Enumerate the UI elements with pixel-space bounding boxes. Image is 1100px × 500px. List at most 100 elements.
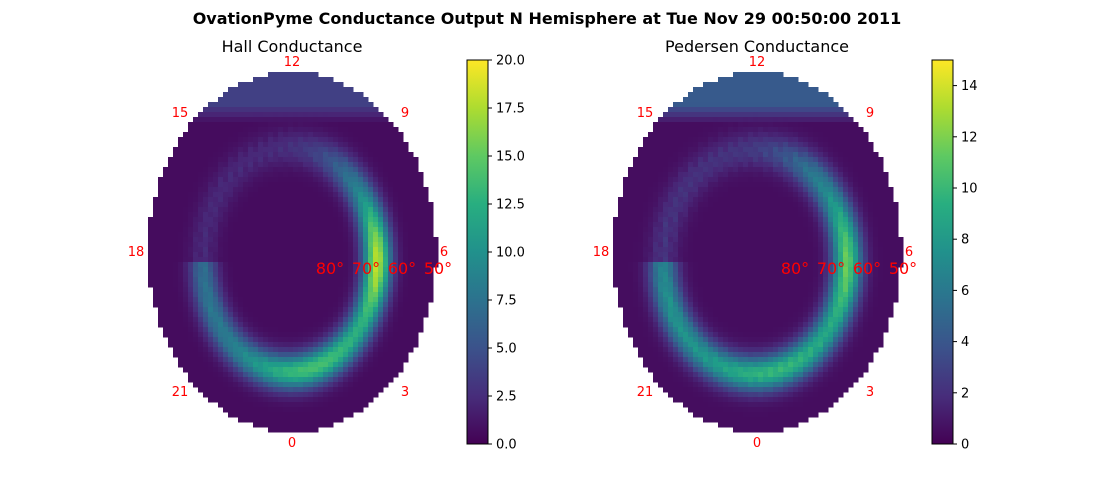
conductance-cell xyxy=(658,157,664,163)
conductance-cell xyxy=(273,257,279,263)
conductance-cell xyxy=(673,117,679,123)
conductance-cell xyxy=(318,402,324,408)
conductance-cell xyxy=(723,112,729,118)
conductance-cell xyxy=(273,187,279,193)
conductance-cell xyxy=(863,202,869,208)
conductance-cell xyxy=(218,207,224,213)
conductance-cell xyxy=(828,182,834,188)
conductance-cell xyxy=(228,122,234,128)
conductance-cell xyxy=(343,282,349,288)
conductance-cell xyxy=(348,242,354,248)
conductance-cell xyxy=(303,417,309,423)
conductance-cell xyxy=(183,327,189,333)
conductance-cell xyxy=(893,212,899,218)
conductance-cell xyxy=(748,227,754,233)
conductance-cell xyxy=(418,202,424,208)
conductance-cell xyxy=(703,192,709,198)
conductance-cell xyxy=(348,197,354,203)
conductance-cell xyxy=(243,182,249,188)
conductance-cell xyxy=(673,122,679,128)
conductance-cell xyxy=(753,127,759,133)
conductance-cell xyxy=(698,187,704,193)
conductance-cell xyxy=(278,217,284,223)
conductance-cell xyxy=(248,367,254,373)
conductance-cell xyxy=(758,197,764,203)
conductance-cell xyxy=(823,217,829,223)
conductance-cell xyxy=(293,122,299,128)
conductance-cell xyxy=(188,127,194,133)
conductance-cell xyxy=(313,202,319,208)
conductance-cell xyxy=(713,92,719,98)
conductance-cell xyxy=(378,207,384,213)
conductance-cell xyxy=(173,182,179,188)
conductance-cell xyxy=(828,127,834,133)
conductance-cell xyxy=(278,222,284,228)
conductance-cell xyxy=(338,387,344,393)
conductance-cell xyxy=(378,317,384,323)
conductance-cell xyxy=(288,332,294,338)
conductance-cell xyxy=(623,212,629,218)
conductance-cell xyxy=(318,77,324,83)
conductance-cell xyxy=(753,212,759,218)
conductance-cell xyxy=(798,182,804,188)
conductance-cell xyxy=(193,367,199,373)
conductance-cell xyxy=(248,152,254,158)
conductance-cell xyxy=(323,137,329,143)
conductance-cell xyxy=(183,262,189,268)
conductance-cell xyxy=(708,142,714,148)
conductance-cell xyxy=(258,122,264,128)
conductance-cell xyxy=(688,242,694,248)
conductance-cell xyxy=(308,82,314,88)
conductance-cell xyxy=(803,122,809,128)
conductance-cell xyxy=(363,162,369,168)
conductance-cell xyxy=(363,142,369,148)
conductance-cell xyxy=(713,187,719,193)
conductance-cell xyxy=(163,197,169,203)
conductance-cell xyxy=(278,182,284,188)
conductance-cell xyxy=(813,177,819,183)
conductance-cell xyxy=(323,97,329,103)
conductance-cell xyxy=(403,262,409,268)
conductance-cell xyxy=(428,247,434,253)
conductance-cell xyxy=(613,232,619,238)
conductance-cell xyxy=(833,142,839,148)
conductance-cell xyxy=(283,277,289,283)
conductance-cell xyxy=(373,297,379,303)
conductance-cell xyxy=(648,137,654,143)
conductance-cell xyxy=(253,132,259,138)
conductance-cell xyxy=(348,217,354,223)
conductance-cell xyxy=(243,297,249,303)
conductance-cell xyxy=(203,317,209,323)
conductance-cell xyxy=(283,357,289,363)
conductance-cell xyxy=(738,107,744,113)
conductance-cell xyxy=(288,342,294,348)
conductance-cell xyxy=(233,317,239,323)
conductance-cell xyxy=(743,247,749,253)
conductance-cell xyxy=(343,287,349,293)
conductance-cell xyxy=(843,187,849,193)
conductance-cell xyxy=(323,152,329,158)
conductance-cell xyxy=(163,292,169,298)
conductance-cell xyxy=(623,227,629,233)
conductance-cell xyxy=(158,222,164,228)
conductance-cell xyxy=(278,92,284,98)
conductance-cell xyxy=(188,302,194,308)
conductance-cell xyxy=(413,317,419,323)
conductance-cell xyxy=(223,377,229,383)
conductance-cell xyxy=(353,187,359,193)
conductance-cell xyxy=(748,167,754,173)
conductance-cell xyxy=(398,352,404,358)
conductance-cell xyxy=(243,322,249,328)
conductance-cell xyxy=(318,132,324,138)
conductance-cell xyxy=(828,142,834,148)
conductance-cell xyxy=(413,157,419,163)
conductance-cell xyxy=(723,207,729,213)
conductance-cell xyxy=(303,347,309,353)
conductance-cell xyxy=(883,232,889,238)
conductance-cell xyxy=(393,357,399,363)
conductance-cell xyxy=(753,87,759,93)
conductance-cell xyxy=(793,207,799,213)
conductance-cell xyxy=(708,122,714,128)
conductance-cell xyxy=(323,322,329,328)
conductance-cell xyxy=(748,87,754,93)
